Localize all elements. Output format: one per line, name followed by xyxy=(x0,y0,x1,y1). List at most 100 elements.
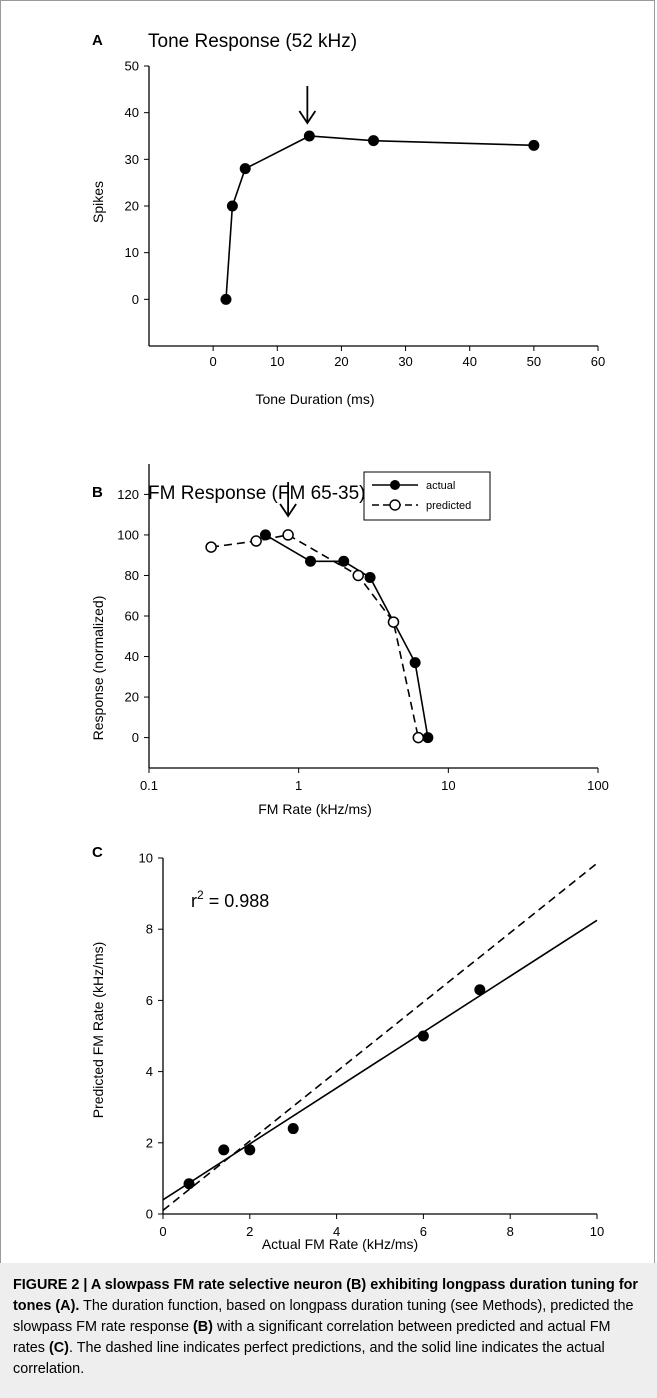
chart-a-y-tick-label: 50 xyxy=(125,59,139,74)
chart-b-predicted-point xyxy=(205,541,217,553)
chart-a-x-tick-label: 10 xyxy=(270,354,284,369)
chart-b-svg: B FM Response (FM 65-35) FM Rate (kHz/ms… xyxy=(90,464,609,817)
legend-predicted-label: predicted xyxy=(426,500,471,512)
chart-a-point xyxy=(220,293,232,305)
chart-b-predicted-point xyxy=(352,569,364,582)
chart-a-series-line xyxy=(225,135,534,300)
chart-b-y-tick-label: 80 xyxy=(125,568,139,583)
chart-c-y-tick-label: 4 xyxy=(146,1064,153,1079)
chart-b-y-tick-label: 120 xyxy=(117,487,139,502)
chart-c-x-tick-label: 6 xyxy=(420,1224,427,1239)
panel-letter-c: C xyxy=(92,844,103,861)
chart-a-x-tick-label: 0 xyxy=(210,354,217,369)
chart-a-point xyxy=(368,135,379,147)
chart-b-x-tick-label: 0.1 xyxy=(140,778,158,793)
chart-b-actual-point xyxy=(259,529,271,541)
caption-ref-b: (B) xyxy=(192,1319,213,1335)
chart-a-point xyxy=(303,130,315,142)
chart-a-y-tick-label: 30 xyxy=(125,152,139,167)
chart-b-actual-point xyxy=(338,555,350,567)
chart-b-x-tick-label: 100 xyxy=(587,778,609,793)
chart-b-y-tick-label: 20 xyxy=(125,690,139,705)
chart-c-point xyxy=(287,1123,299,1135)
chart-a-point xyxy=(226,200,238,212)
chart-a-point xyxy=(239,163,251,175)
chart-a-title: Tone Response (52 kHz) xyxy=(148,31,357,52)
chart-b-actual-point xyxy=(364,571,376,583)
chart-c-x-tick-label: 2 xyxy=(246,1224,253,1239)
chart-a-y-tick-label: 10 xyxy=(125,245,139,260)
chart-c-y-tick-label: 6 xyxy=(146,993,153,1008)
r2-superscript: 2 xyxy=(197,888,204,902)
chart-b-predicted-point xyxy=(250,535,262,547)
chart-b-peak-arrow-head xyxy=(279,503,297,518)
panel-letter-a: A xyxy=(92,32,103,49)
chart-b-x-tick-label: 10 xyxy=(441,778,455,793)
chart-c-point xyxy=(183,1178,195,1190)
legend-actual-marker xyxy=(390,480,400,490)
chart-b-title: FM Response (FM 65-35) xyxy=(148,483,366,504)
chart-b-y-tick-label: 60 xyxy=(125,609,139,624)
chart-c-point xyxy=(218,1144,230,1156)
chart-a-xlabel: Tone Duration (ms) xyxy=(255,391,374,407)
chart-c-regression-line xyxy=(162,919,598,1201)
chart-c-svg: C Actual FM Rate (kHz/ms) Predicted FM R… xyxy=(90,844,604,1252)
chart-b-actual-point xyxy=(422,732,434,744)
chart-c-y-tick-label: 0 xyxy=(146,1207,153,1222)
chart-b-predicted-point xyxy=(412,731,425,744)
chart-c-x-tick-label: 8 xyxy=(507,1224,514,1239)
legend-box xyxy=(363,471,491,521)
chart-c-r2-annotation: r2 = 0.988 xyxy=(191,888,269,911)
chart-c-ylabel: Predicted FM Rate (kHz/ms) xyxy=(90,942,106,1119)
r2-value: = 0.988 xyxy=(204,891,270,911)
chart-a-ylabel: Spikes xyxy=(90,181,106,223)
caption-heading: FIGURE 2 | A slowpass FM rate selective … xyxy=(13,1277,639,1314)
chart-a-point xyxy=(528,139,540,151)
chart-b-x-tick-label: 1 xyxy=(295,778,302,793)
chart-a-y-tick-label: 20 xyxy=(125,199,139,214)
chart-a-peak-arrow-head xyxy=(298,110,317,125)
legend-actual-label: actual xyxy=(426,480,455,492)
panel-letter-b: B xyxy=(92,484,103,501)
chart-a-x-tick-label: 30 xyxy=(398,354,412,369)
chart-c-y-tick-label: 10 xyxy=(139,851,153,866)
panel-a: A Tone Response (52 kHz) Tone Duration (… xyxy=(0,0,657,420)
chart-b-predicted-line xyxy=(210,534,420,738)
caption-box: FIGURE 2 | A slowpass FM rate selective … xyxy=(0,1263,657,1398)
chart-c-point xyxy=(244,1144,256,1156)
chart-c-point xyxy=(474,984,486,996)
chart-a-svg: A Tone Response (52 kHz) Tone Duration (… xyxy=(90,31,605,407)
chart-b-y-tick-label: 100 xyxy=(117,527,139,542)
chart-a-x-tick-label: 40 xyxy=(462,354,476,369)
chart-c-x-tick-label: 4 xyxy=(333,1224,340,1239)
panel-c: C Actual FM Rate (kHz/ms) Predicted FM R… xyxy=(0,820,657,1263)
chart-a-x-tick-label: 20 xyxy=(334,354,348,369)
caption-ref-c: (C) xyxy=(49,1340,69,1356)
legend-predicted-marker xyxy=(389,499,401,511)
chart-a-y-tick-label: 40 xyxy=(125,105,139,120)
chart-b-actual-point xyxy=(305,555,317,567)
chart-b-y-tick-label: 40 xyxy=(125,649,139,664)
figure-caption: FIGURE 2 | A slowpass FM rate selective … xyxy=(13,1275,643,1380)
chart-c-point xyxy=(417,1030,429,1042)
caption-text-2: with a significant correlation between p… xyxy=(13,1319,611,1356)
chart-b-predicted-point xyxy=(387,616,400,628)
panel-b: B FM Response (FM 65-35) FM Rate (kHz/ms… xyxy=(0,420,657,820)
chart-b-predicted-point xyxy=(282,529,294,541)
caption-text-1: The duration function, based on longpass… xyxy=(13,1298,634,1335)
chart-a-y-tick-label: 0 xyxy=(132,292,139,307)
chart-c-y-tick-label: 2 xyxy=(146,1135,153,1150)
chart-c-x-tick-label: 10 xyxy=(590,1224,604,1239)
r2-base: r xyxy=(191,891,197,911)
caption-text-3: . The dashed line indicates perfect pred… xyxy=(13,1340,605,1377)
chart-b-xlabel: FM Rate (kHz/ms) xyxy=(258,801,372,817)
chart-b-y-tick-label: 0 xyxy=(132,730,139,745)
chart-b-actual-line xyxy=(265,534,429,738)
chart-c-y-tick-label: 8 xyxy=(146,922,153,937)
chart-a-x-tick-label: 50 xyxy=(527,354,541,369)
chart-c-xlabel: Actual FM Rate (kHz/ms) xyxy=(262,1236,418,1252)
chart-b-ylabel: Response (normalized) xyxy=(90,596,106,741)
chart-b-legend: actual predicted xyxy=(363,471,491,521)
chart-c-x-tick-label: 0 xyxy=(159,1224,166,1239)
chart-a-x-tick-label: 60 xyxy=(591,354,605,369)
